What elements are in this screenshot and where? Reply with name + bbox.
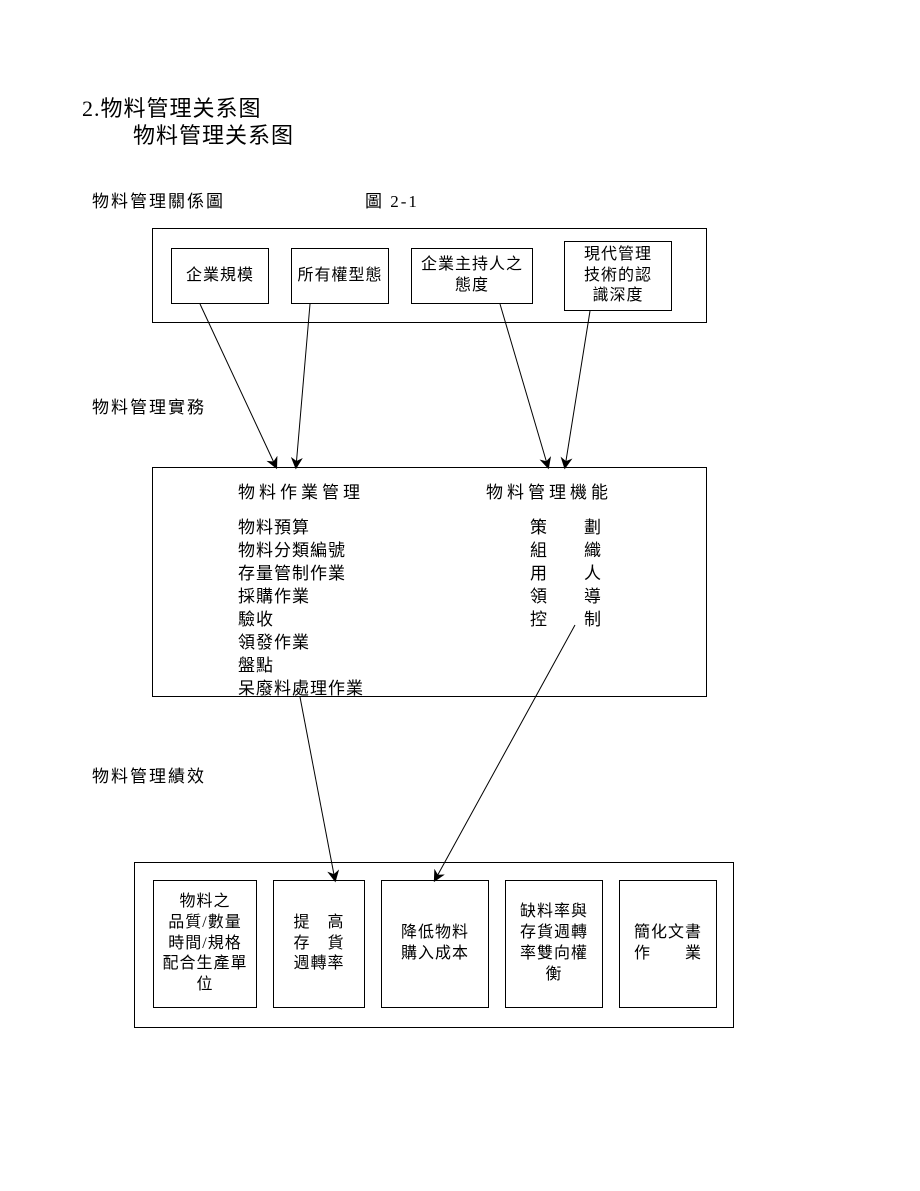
middle-left-item-3: 存量管制作業 <box>238 559 346 584</box>
diagram-canvas: 2.物料管理关系图 物料管理关系图 物料管理關係圖 圖 2-1 企業規模 所有權… <box>0 0 920 1191</box>
top-box-2: 所有權型態 <box>291 248 389 304</box>
caption-left: 物料管理關係圖 <box>92 187 225 212</box>
bottom-box-3-text: 降低物料購入成本 <box>401 923 469 965</box>
top-box-1: 企業規模 <box>171 248 269 304</box>
bottom-box-3: 降低物料購入成本 <box>381 880 489 1008</box>
top-box-3: 企業主持人之態度 <box>411 248 533 304</box>
page-subheading: 物料管理关系图 <box>133 118 294 150</box>
bottom-box-4-text: 缺料率與存貨週轉率雙向權衡 <box>520 902 588 985</box>
middle-left-item-6: 領發作業 <box>238 628 310 653</box>
middle-left-item-2: 物料分類編號 <box>238 536 346 561</box>
middle-right-item-3: 用人 <box>530 559 602 584</box>
mr-c2: 制 <box>584 605 602 630</box>
mr-c1: 領 <box>530 582 548 607</box>
mr-c1: 策 <box>530 513 548 538</box>
bottom-box-2-text: 提 高存 貨週轉率 <box>293 913 344 975</box>
top-box-1-text: 企業規模 <box>186 266 254 287</box>
middle-right-item-5: 控制 <box>530 605 602 630</box>
middle-right-item-1: 策劃 <box>530 513 602 538</box>
mr-c2: 織 <box>584 536 602 561</box>
mr-c1: 用 <box>530 559 548 584</box>
bottom-box-5: 簡化文書作 業 <box>619 880 717 1008</box>
middle-left-item-5: 驗收 <box>238 605 274 630</box>
middle-left-header: 物料作業管理 <box>238 478 364 503</box>
top-box-3-text: 企業主持人之態度 <box>421 255 523 297</box>
mr-c2: 劃 <box>584 513 602 538</box>
mr-c2: 人 <box>584 559 602 584</box>
middle-group-box <box>152 467 707 697</box>
bottom-box-5-text: 簡化文書作 業 <box>634 923 702 965</box>
bottom-box-1-text: 物料之品質/數量時間/規格配合生產單位 <box>162 892 247 996</box>
section-label-middle: 物料管理實務 <box>92 393 206 418</box>
bottom-box-2: 提 高存 貨週轉率 <box>273 880 365 1008</box>
bottom-box-4: 缺料率與存貨週轉率雙向權衡 <box>505 880 603 1008</box>
middle-right-item-4: 領導 <box>530 582 602 607</box>
middle-left-item-7: 盤點 <box>238 651 274 676</box>
caption-right: 圖 2-1 <box>365 187 419 212</box>
section-label-bottom: 物料管理績效 <box>92 762 206 787</box>
top-box-4-text: 現代管理技術的認識深度 <box>584 245 652 307</box>
mr-c1: 控 <box>530 605 548 630</box>
middle-left-item-1: 物料預算 <box>238 513 310 538</box>
middle-left-item-4: 採購作業 <box>238 582 310 607</box>
middle-right-header: 物料管理機能 <box>486 478 612 503</box>
top-box-2-text: 所有權型態 <box>297 266 382 287</box>
middle-left-item-8: 呆廢料處理作業 <box>238 674 364 699</box>
bottom-box-1: 物料之品質/數量時間/規格配合生產單位 <box>153 880 257 1008</box>
top-box-4: 現代管理技術的認識深度 <box>564 241 672 311</box>
mr-c1: 組 <box>530 536 548 561</box>
mr-c2: 導 <box>584 582 602 607</box>
middle-right-item-2: 組織 <box>530 536 602 561</box>
